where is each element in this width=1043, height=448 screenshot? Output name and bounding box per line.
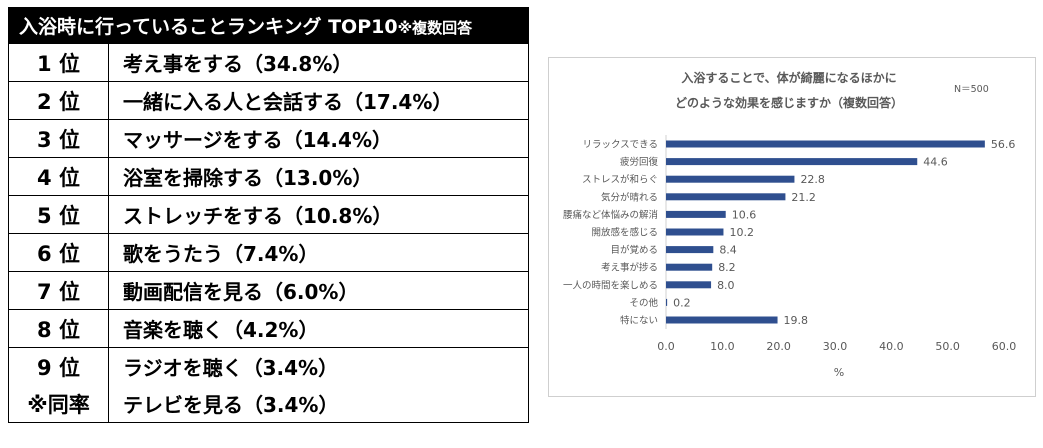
bar <box>666 210 726 218</box>
bar <box>666 228 724 236</box>
rank-item: テレビを見る（3.4%） <box>108 385 529 423</box>
ranking-row: 9 位 ラジオを聴く（3.4%） <box>8 347 529 385</box>
chart-svg: 入浴することで、体が綺麗になるほかに どのような効果を感じますか（複数回答） N… <box>563 70 1016 379</box>
ranking-header-cell: 入浴時に行っていることランキング TOP10※複数回答 <box>8 7 529 44</box>
rank-item: マッサージをする（14.4%） <box>108 119 529 158</box>
category-label: その他 <box>629 297 658 309</box>
bar <box>666 193 786 201</box>
rank-item: ラジオを聴く（3.4%） <box>108 347 529 385</box>
x-tick-label: 0.0 <box>657 340 675 353</box>
x-tick-label: 40.0 <box>879 340 904 353</box>
chart-plot-area: リラックスできる 56.6 疲労回復 44.6 ストレスが和らぐ 22.8 気分が晴れる 21… <box>563 135 1016 353</box>
category-label: リラックスできる <box>582 140 658 151</box>
ranking-title: 入浴時に行っていることランキング TOP10 <box>19 16 398 38</box>
x-tick-label: 10.0 <box>710 340 735 353</box>
bar <box>666 158 918 166</box>
bar <box>666 316 778 324</box>
effects-chart: 入浴することで、体が綺麗になるほかに どのような効果を感じますか（複数回答） N… <box>548 57 1036 397</box>
category-label: 開放感を感じる <box>591 227 658 239</box>
bar <box>666 140 985 148</box>
ranking-row: 4 位 浴室を掃除する（13.0%） <box>8 157 529 196</box>
bar <box>666 175 795 183</box>
ranking-row: 3 位 マッサージをする（14.4%） <box>8 119 529 158</box>
ranking-table: 入浴時に行っていることランキング TOP10※複数回答 1 位 考え事をする（3… <box>8 7 529 423</box>
rank-label: ※同率 <box>8 385 109 423</box>
chart-title-line2: どのような効果を感じますか（複数回答） <box>675 95 903 110</box>
bar <box>666 281 712 289</box>
chart-x-axis-label: % <box>834 366 844 379</box>
category-label: ストレスが和らぐ <box>582 174 658 186</box>
bar <box>666 298 668 306</box>
rank-item: 歌をうたう（7.4%） <box>108 233 529 272</box>
rank-label: 4 位 <box>8 157 109 196</box>
ranking-row: 7 位 動画配信を見る（6.0%） <box>8 271 529 310</box>
rank-label: 1 位 <box>8 43 109 82</box>
value-label: 10.6 <box>732 208 757 221</box>
ranking-row: ※同率 テレビを見る（3.4%） <box>8 385 529 423</box>
x-tick-label: 50.0 <box>935 340 960 353</box>
x-tick-label: 30.0 <box>823 340 848 353</box>
ranking-header: 入浴時に行っていることランキング TOP10※複数回答 <box>8 7 529 44</box>
x-tick-label: 20.0 <box>766 340 791 353</box>
value-label: 22.8 <box>800 173 825 186</box>
rank-item: ストレッチをする（10.8%） <box>108 195 529 234</box>
value-label: 0.2 <box>673 296 691 309</box>
rank-item: 浴室を掃除する（13.0%） <box>108 157 529 196</box>
category-label: 考え事が捗る <box>601 262 658 274</box>
rank-label: 9 位 <box>8 347 109 385</box>
ranking-note: ※複数回答 <box>397 19 473 37</box>
rank-label: 8 位 <box>8 309 109 348</box>
x-tick-label: 60.0 <box>992 340 1017 353</box>
rank-label: 6 位 <box>8 233 109 272</box>
value-label: 19.8 <box>784 314 809 327</box>
category-label: 気分が晴れる <box>601 191 658 203</box>
rank-label: 3 位 <box>8 119 109 158</box>
rank-label: 2 位 <box>8 81 109 120</box>
ranking-row: 5 位 ストレッチをする（10.8%） <box>8 195 529 234</box>
rank-label: 7 位 <box>8 271 109 310</box>
value-label: 10.2 <box>729 226 754 239</box>
ranking-row: 8 位 音楽を聴く（4.2%） <box>8 309 529 348</box>
value-label: 44.6 <box>923 156 948 169</box>
category-label: 特にない <box>620 315 658 327</box>
rank-label: 5 位 <box>8 195 109 234</box>
category-label: 疲労回復 <box>620 156 659 168</box>
category-label: 一人の時間を楽しめる <box>563 279 658 291</box>
rank-item: 動画配信を見る（6.0%） <box>108 271 529 310</box>
value-label: 56.6 <box>991 138 1016 151</box>
rank-item: 一緒に入る人と会話する（17.4%） <box>108 81 529 120</box>
chart-title-line1: 入浴することで、体が綺麗になるほかに <box>681 70 896 85</box>
rank-item: 音楽を聴く（4.2%） <box>108 309 529 348</box>
ranking-row: 6 位 歌をうたう（7.4%） <box>8 233 529 272</box>
bar <box>666 246 714 254</box>
category-label: 目が覚める <box>610 244 658 256</box>
category-label: 腰痛など体悩みの解消 <box>563 209 658 221</box>
chart-sample-size: N＝500 <box>954 84 989 95</box>
value-label: 8.0 <box>717 279 735 292</box>
value-label: 21.2 <box>791 191 816 204</box>
rank-item: 考え事をする（34.8%） <box>108 43 529 82</box>
bar <box>666 263 713 271</box>
value-label: 8.2 <box>718 261 736 274</box>
ranking-row: 1 位 考え事をする（34.8%） <box>8 43 529 82</box>
ranking-row: 2 位 一緒に入る人と会話する（17.4%） <box>8 81 529 120</box>
value-label: 8.4 <box>719 244 737 257</box>
